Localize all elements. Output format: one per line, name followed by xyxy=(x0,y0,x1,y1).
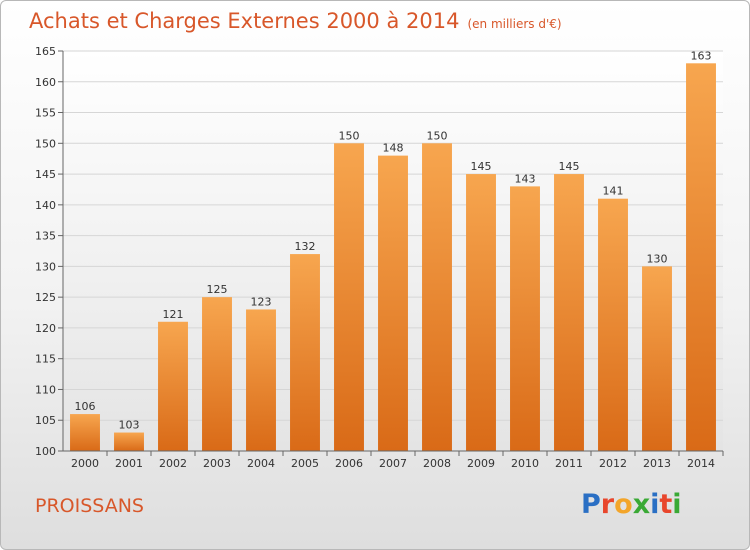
x-tick-label: 2002 xyxy=(159,457,187,470)
data-label: 123 xyxy=(251,295,272,308)
bar xyxy=(334,143,364,452)
y-tick-label: 150 xyxy=(35,137,56,150)
y-tick-label: 105 xyxy=(35,414,56,427)
data-label: 163 xyxy=(691,49,712,62)
logo-letter: t xyxy=(659,489,673,520)
proxiti-logo: Proxiti xyxy=(581,489,682,520)
x-tick-label: 2006 xyxy=(335,457,363,470)
x-tick-label: 2001 xyxy=(115,457,143,470)
bar xyxy=(246,309,276,451)
data-label: 145 xyxy=(471,160,492,173)
y-tick-label: 155 xyxy=(35,107,56,120)
y-tick-label: 165 xyxy=(35,45,56,58)
bar xyxy=(642,266,672,451)
x-tick-label: 2011 xyxy=(555,457,583,470)
y-tick-label: 160 xyxy=(35,76,56,89)
data-label: 143 xyxy=(515,172,536,185)
logo-letter: i xyxy=(672,489,682,520)
x-tick-label: 2013 xyxy=(643,457,671,470)
chart-subtitle: (en milliers d'€) xyxy=(467,17,562,31)
y-tick-label: 115 xyxy=(35,353,56,366)
data-label: 150 xyxy=(427,129,448,142)
x-tick-label: 2012 xyxy=(599,457,627,470)
x-tick-label: 2000 xyxy=(71,457,99,470)
x-tick-label: 2004 xyxy=(247,457,275,470)
data-label: 106 xyxy=(75,400,96,413)
y-tick-label: 125 xyxy=(35,291,56,304)
bar xyxy=(290,254,320,451)
logo-letter: o xyxy=(614,489,633,520)
y-tick-label: 110 xyxy=(35,383,56,396)
bar xyxy=(466,174,496,452)
bars: 106 103 121 125 123 132 150 148 150 145 143 145 141 1… xyxy=(70,49,716,452)
x-tick-label: 2010 xyxy=(511,457,539,470)
data-label: 132 xyxy=(295,240,316,253)
y-tick-label: 140 xyxy=(35,199,56,212)
logo-letter: i xyxy=(650,489,660,520)
chart-title: Achats et Charges Externes 2000 à 2014 (e… xyxy=(29,9,562,33)
x-tick-label: 2009 xyxy=(467,457,495,470)
y-tick-label: 145 xyxy=(35,168,56,181)
data-label: 130 xyxy=(647,252,668,265)
y-tick-label: 135 xyxy=(35,230,56,243)
x-tick-label: 2008 xyxy=(423,457,451,470)
bar xyxy=(554,174,584,452)
bar xyxy=(510,186,540,451)
bar xyxy=(202,297,232,451)
data-label: 125 xyxy=(207,283,228,296)
bar xyxy=(686,63,716,452)
bar xyxy=(422,143,452,452)
data-label: 121 xyxy=(163,308,184,321)
x-tick-label: 2014 xyxy=(687,457,715,470)
logo-letter: r xyxy=(600,489,615,520)
bar xyxy=(378,155,408,451)
y-tick-label: 100 xyxy=(35,445,56,458)
axes: 100 105 110 115 120 125 130 135 140 145 150 155 160 1… xyxy=(35,45,724,470)
commune-name: PROISSANS xyxy=(35,495,144,517)
data-label: 103 xyxy=(119,419,140,432)
data-label: 150 xyxy=(339,129,360,142)
y-tick-label: 130 xyxy=(35,260,56,273)
data-label: 148 xyxy=(383,142,404,155)
bar xyxy=(158,321,188,451)
y-tick-label: 120 xyxy=(35,322,56,335)
bar xyxy=(114,432,144,451)
chart-title-text: Achats et Charges Externes 2000 à 2014 xyxy=(29,9,460,33)
x-tick-label: 2003 xyxy=(203,457,231,470)
x-tick-label: 2007 xyxy=(379,457,407,470)
logo-letter: x xyxy=(632,489,651,520)
bar xyxy=(70,414,100,451)
x-tick-label: 2005 xyxy=(291,457,319,470)
data-label: 141 xyxy=(603,185,624,198)
logo-letter: P xyxy=(581,489,601,520)
bar xyxy=(598,198,628,451)
data-label: 145 xyxy=(559,160,580,173)
